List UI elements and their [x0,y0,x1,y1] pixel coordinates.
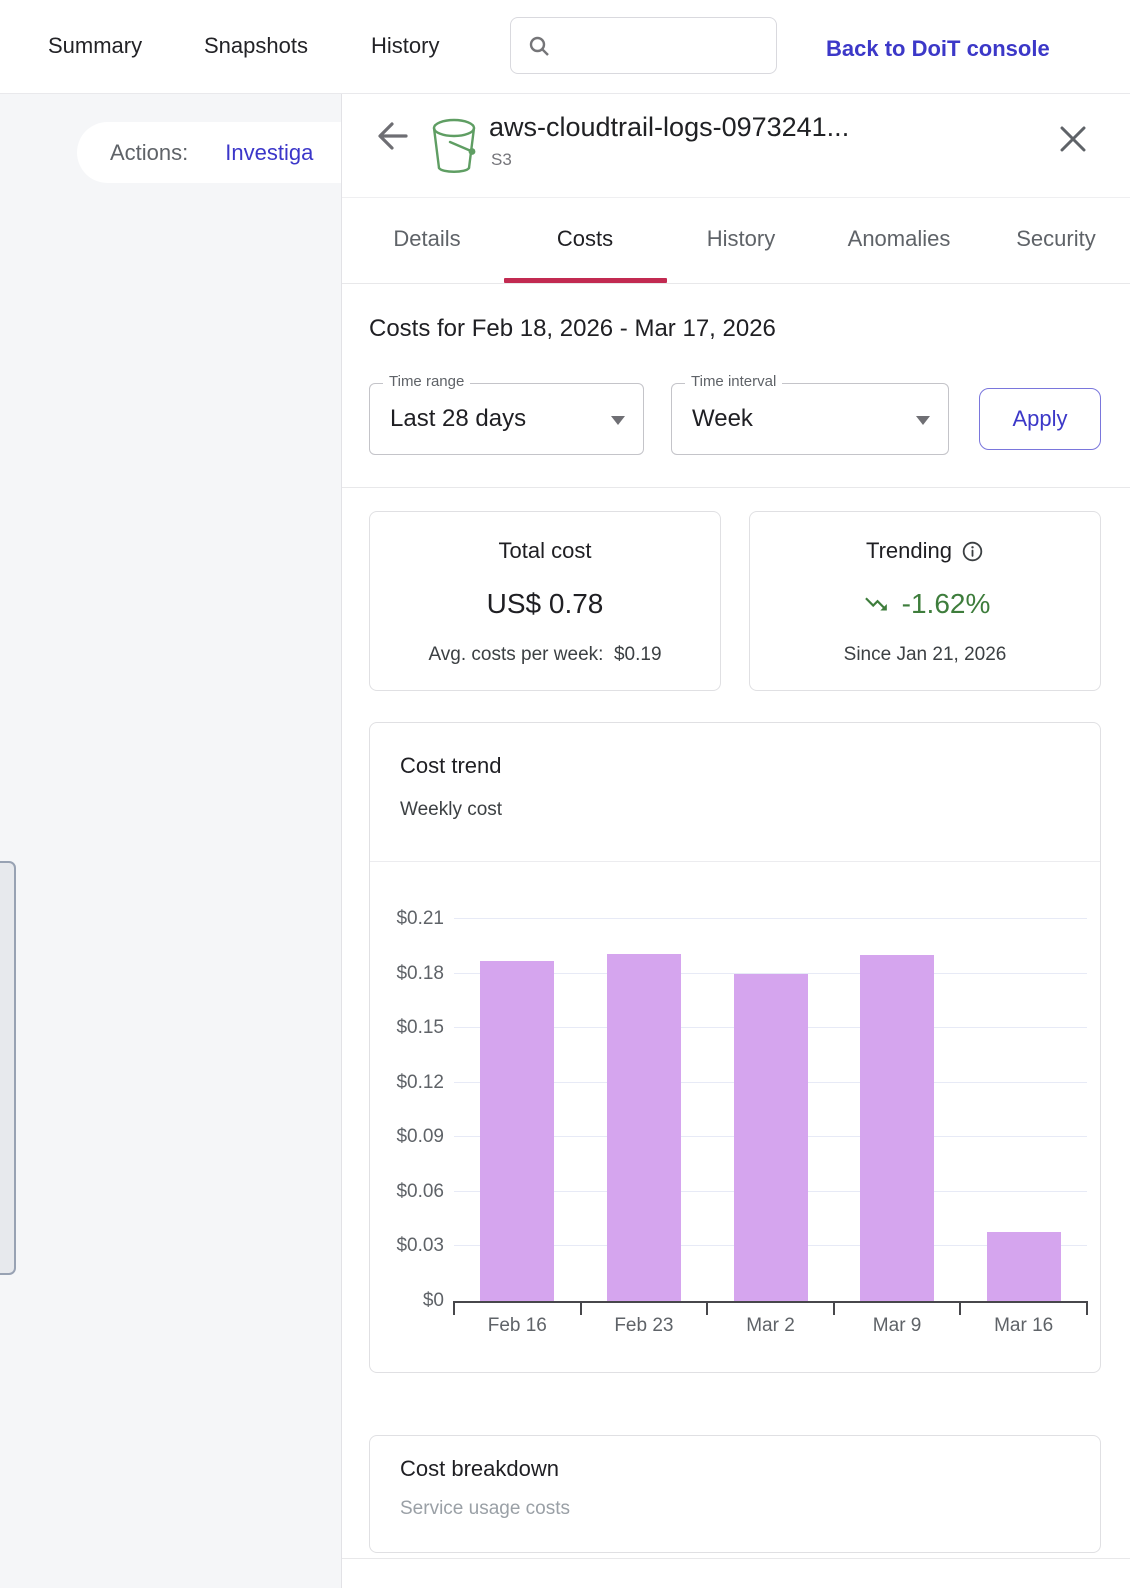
x-axis-tick-label: Feb 16 [487,1315,547,1336]
time-range-label: Time range [383,373,471,390]
avg-cost-per-week: Avg. costs per week: $0.19 [428,644,662,665]
time-interval-select[interactable]: Time interval Week [671,373,949,455]
x-axis-tick-label: Feb 23 [614,1315,674,1336]
chart-subtitle: Weekly cost [400,799,503,820]
cost-breakdown-subtitle: Service usage costs [400,1498,571,1519]
info-icon[interactable] [961,540,984,563]
bar[interactable] [733,973,808,1301]
resource-type-label: S3 [491,150,512,169]
total-cost-value: US$ 0.78 [486,588,604,619]
bar[interactable] [986,1231,1061,1301]
bar[interactable] [480,960,555,1301]
cost-breakdown-title: Cost breakdown [400,1456,559,1481]
gridline [454,972,1087,974]
drawer-footer-divider [342,1558,1130,1559]
y-axis-tick-label: $0 [422,1290,444,1311]
resource-title: aws-cloudtrail-logs-0973241... [489,112,850,142]
time-interval-value: Week [692,405,753,432]
drawer-header: aws-cloudtrail-logs-0973241... S3 [342,94,1130,198]
active-tab-indicator [504,278,667,283]
cost-trend-card: Cost trend Weekly cost $0 $0.03 $0.06 $0.09… [369,722,1101,1373]
chart-title: Cost trend [400,753,502,778]
x-axis-tick [453,1303,455,1315]
tab-anomalies[interactable]: Anomalies [847,226,951,251]
trending-title: Trending [865,538,952,563]
search-input[interactable] [561,34,776,57]
close-icon[interactable] [1054,120,1092,158]
x-axis-tick [706,1303,709,1315]
y-axis-tick-label: $0.21 [396,908,444,929]
section-divider [342,487,1130,488]
trending-since: Since Jan 21, 2026 [843,644,1007,665]
total-cost-title: Total cost [498,538,592,563]
x-axis-tick-label: Mar 16 [994,1315,1054,1336]
chart-divider [370,861,1100,862]
time-range-value: Last 28 days [390,405,527,432]
x-axis-line [453,1301,1088,1303]
x-axis-tick [1086,1303,1088,1315]
drawer-tabs: Details Costs History Anomalies Security [342,198,1130,284]
partially-visible-card [0,861,16,1275]
top-navigation-bar: Summary Snapshots History Back to DoiT c… [0,0,1130,94]
investigate-action-link[interactable]: Investiga [225,139,314,165]
costs-date-range-heading: Costs for Feb 18, 2026 - Mar 17, 2026 [369,315,776,342]
tab-history[interactable]: History [706,226,776,251]
search-box[interactable] [510,17,777,74]
trending-card: Trending -1.62% Since Jan 21, 2026 [749,511,1101,691]
bar[interactable] [606,953,681,1301]
chevron-down-icon [916,416,930,425]
nav-item-summary[interactable]: Summary [48,33,143,58]
tab-costs[interactable]: Costs [556,226,614,251]
y-axis-tick-label: $0.09 [396,1126,444,1148]
back-to-console-link[interactable]: Back to DoiT console [826,36,1050,61]
tab-security[interactable]: Security [1016,226,1096,251]
y-axis-tick-label: $0.15 [396,1017,444,1039]
trending-down-icon [860,591,892,617]
time-interval-label: Time interval [685,373,783,390]
s3-bucket-icon [428,116,480,178]
time-range-select[interactable]: Time range Last 28 days [369,373,644,455]
apply-button[interactable]: Apply [979,388,1101,450]
resource-details-drawer: aws-cloudtrail-logs-0973241... S3 Detail… [341,94,1130,1588]
total-cost-card: Total cost US$ 0.78 Avg. costs per week:… [369,511,721,691]
x-axis-tick [832,1303,835,1315]
y-axis-tick-label: $0.03 [396,1235,444,1257]
nav-item-snapshots[interactable]: Snapshots [204,33,308,58]
gridline [454,918,1087,919]
cost-breakdown-card: Cost breakdown Service usage costs [369,1435,1101,1553]
page-background-panel: Actions: Investiga [0,94,407,1588]
x-axis-tick-label: Mar 9 [872,1315,922,1336]
x-axis-tick [579,1303,582,1315]
search-icon [527,34,551,58]
trending-value: -1.62% [901,588,991,619]
nav-item-history[interactable]: History [371,33,440,58]
bar[interactable] [860,955,935,1301]
y-axis-tick-label: $0.18 [396,962,444,984]
x-axis-tick [959,1303,962,1315]
y-axis-tick-label: $0.06 [396,1180,444,1202]
tab-details[interactable]: Details [393,226,461,251]
chart-plot: $0 $0.03 $0.06 $0.09 $0.12 $0.15 $0.18 $0.21 Feb… [396,908,1088,1336]
y-axis-tick-label: $0.12 [396,1071,444,1093]
back-arrow-icon[interactable] [372,114,416,158]
actions-label: Actions: [110,139,189,165]
chevron-down-icon [611,416,625,425]
x-axis-tick-label: Mar 2 [746,1315,795,1336]
